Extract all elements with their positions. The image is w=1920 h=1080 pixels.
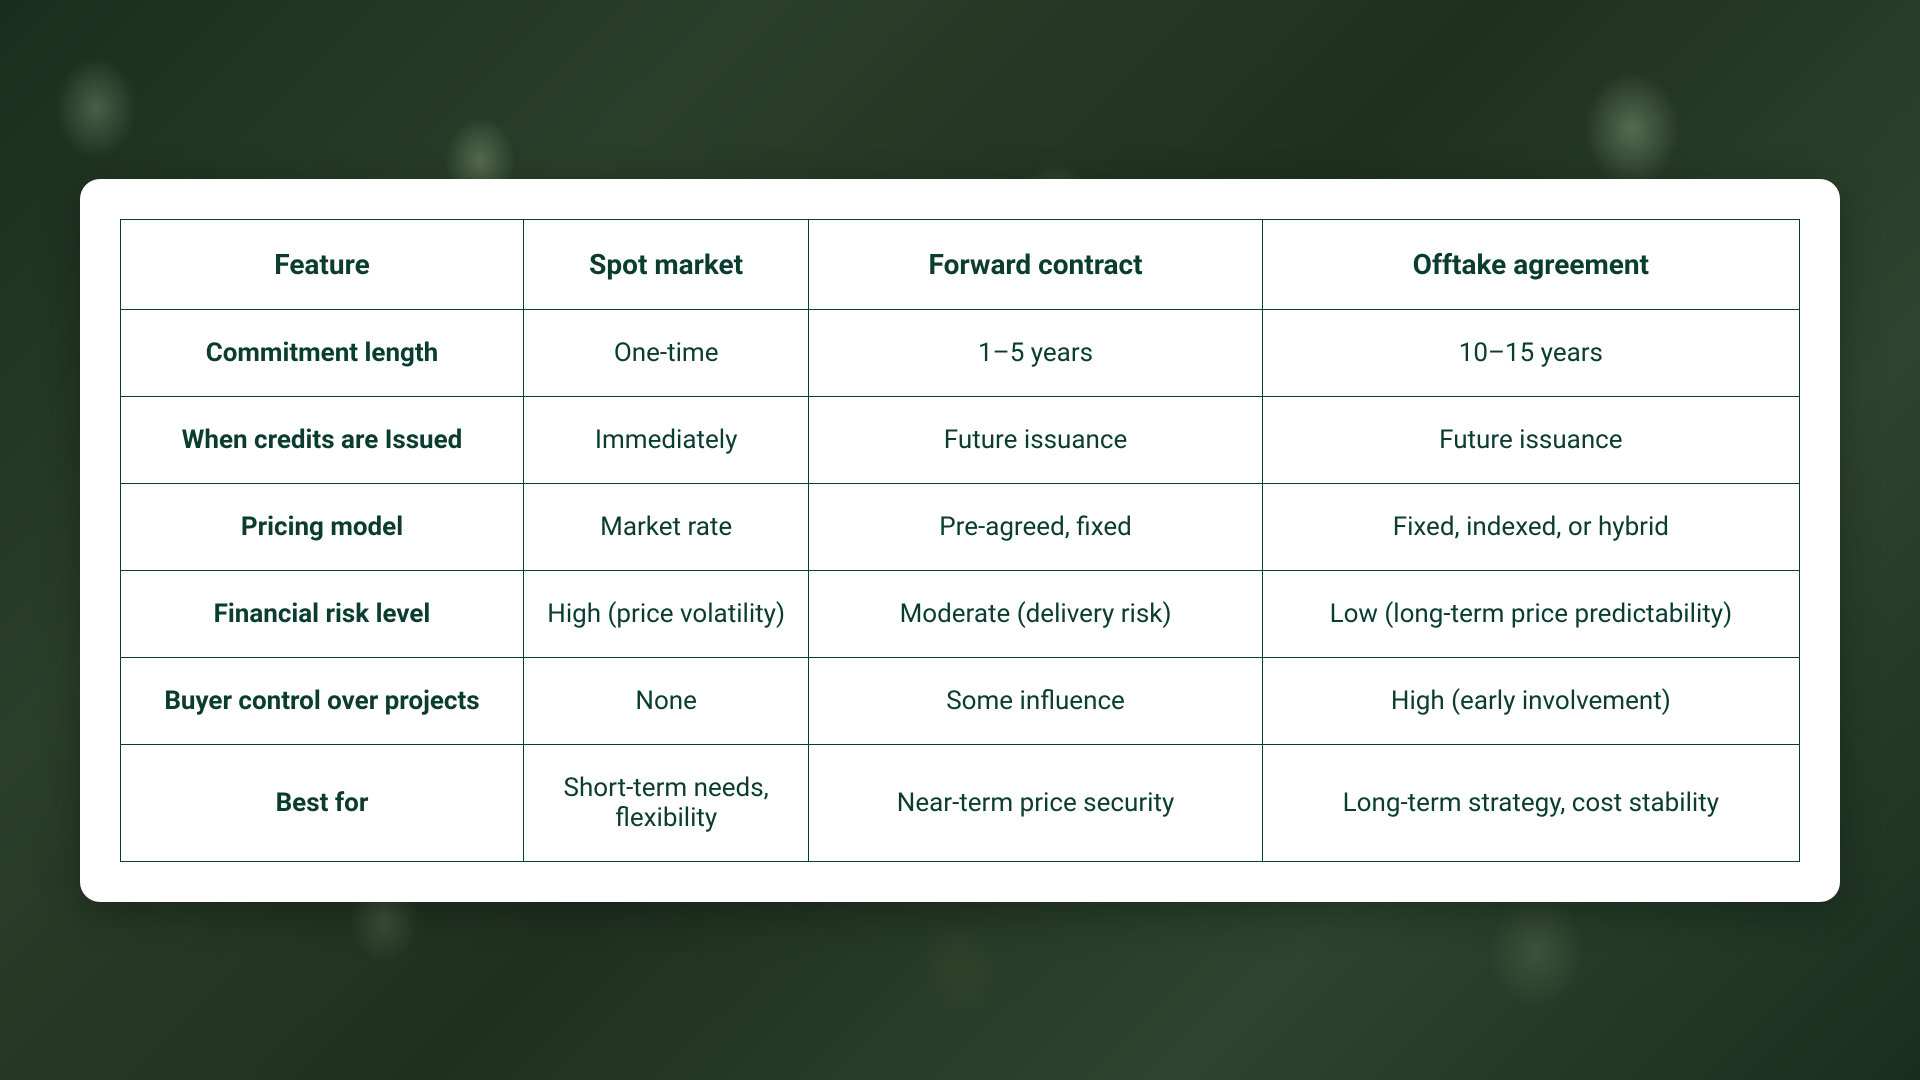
- cell: High (price volatility): [523, 570, 808, 657]
- cell: One-time: [523, 309, 808, 396]
- cell: None: [523, 657, 808, 744]
- cell: Moderate (delivery risk): [809, 570, 1262, 657]
- row-header-pricing-model: Pricing model: [121, 483, 524, 570]
- cell: Short-term needs, flexibility: [523, 744, 808, 861]
- cell: Near-term price security: [809, 744, 1262, 861]
- row-header-financial-risk: Financial risk level: [121, 570, 524, 657]
- col-header-forward-contract: Forward contract: [809, 219, 1262, 309]
- row-header-buyer-control: Buyer control over projects: [121, 657, 524, 744]
- cell: 10–15 years: [1262, 309, 1799, 396]
- cell: Pre-agreed, fixed: [809, 483, 1262, 570]
- table-row: Buyer control over projects None Some in…: [121, 657, 1800, 744]
- cell: 1–5 years: [809, 309, 1262, 396]
- table-row: Financial risk level High (price volatil…: [121, 570, 1800, 657]
- col-header-feature: Feature: [121, 219, 524, 309]
- cell: Long-term strategy, cost stability: [1262, 744, 1799, 861]
- cell: Fixed, indexed, or hybrid: [1262, 483, 1799, 570]
- row-header-best-for: Best for: [121, 744, 524, 861]
- row-header-commitment-length: Commitment length: [121, 309, 524, 396]
- col-header-spot-market: Spot market: [523, 219, 808, 309]
- cell: Future issuance: [809, 396, 1262, 483]
- cell: Immediately: [523, 396, 808, 483]
- table-row: When credits are Issued Immediately Futu…: [121, 396, 1800, 483]
- table-row: Best for Short-term needs, flexibility N…: [121, 744, 1800, 861]
- comparison-table: Feature Spot market Forward contract Off…: [120, 219, 1800, 862]
- table-row: Commitment length One-time 1–5 years 10–…: [121, 309, 1800, 396]
- cell: Future issuance: [1262, 396, 1799, 483]
- comparison-card: Feature Spot market Forward contract Off…: [80, 179, 1840, 902]
- cell: Some influence: [809, 657, 1262, 744]
- row-header-credits-issued: When credits are Issued: [121, 396, 524, 483]
- cell: Low (long-term price predictability): [1262, 570, 1799, 657]
- cell: High (early involvement): [1262, 657, 1799, 744]
- table-row: Pricing model Market rate Pre-agreed, fi…: [121, 483, 1800, 570]
- cell: Market rate: [523, 483, 808, 570]
- table-header-row: Feature Spot market Forward contract Off…: [121, 219, 1800, 309]
- col-header-offtake-agreement: Offtake agreement: [1262, 219, 1799, 309]
